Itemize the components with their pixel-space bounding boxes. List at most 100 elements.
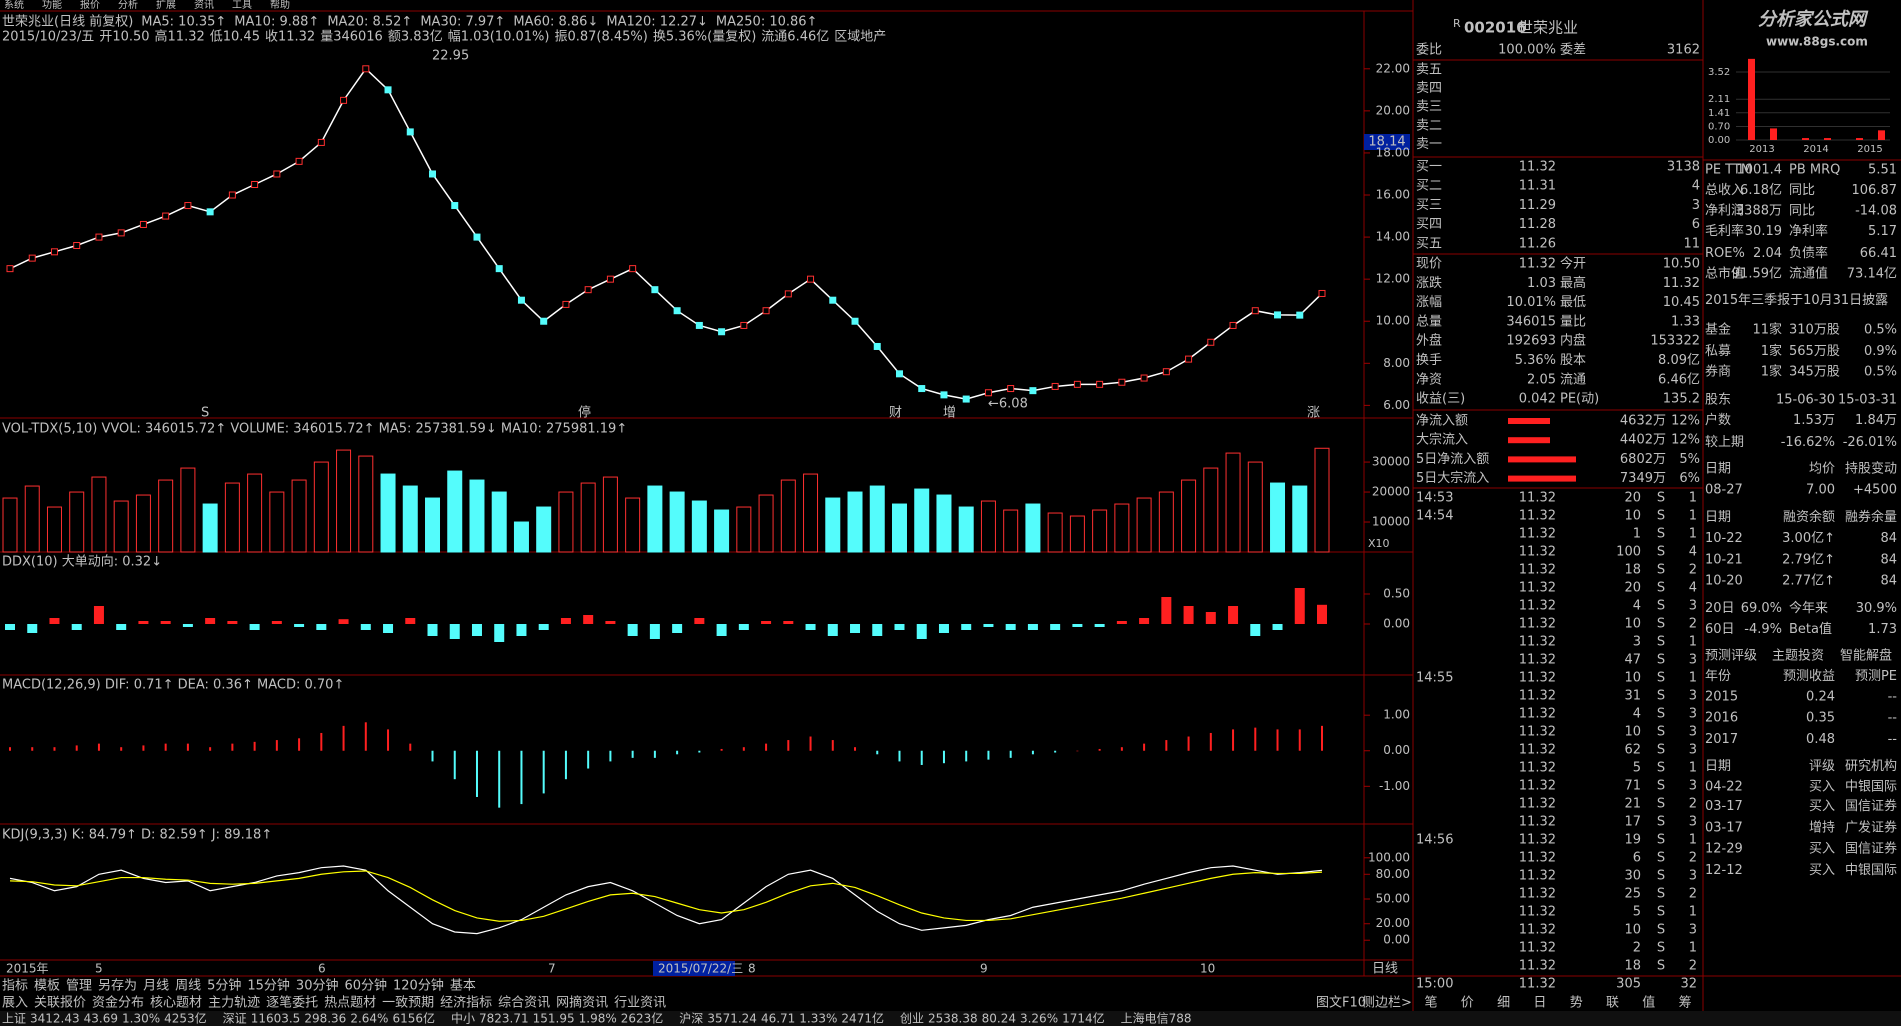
macd_chart-bar — [653, 750, 656, 758]
status-item: 沪深 — [679, 1012, 703, 1026]
ddx_chart-bar — [1050, 624, 1061, 630]
tab[interactable]: 核心题材 — [150, 996, 202, 1011]
info-tab[interactable]: 预测评级 — [1705, 648, 1757, 663]
y-tick-label: 16.00 — [1376, 188, 1410, 202]
label: 委差 — [1560, 43, 1586, 58]
value: 0.9% — [1864, 344, 1897, 359]
event-marker[interactable]: 财 — [889, 406, 902, 421]
value: 1家 — [1761, 343, 1782, 359]
bar-info: 高11.32 — [155, 29, 205, 45]
ddx_chart-bar — [850, 624, 861, 633]
ddx_chart-bar — [160, 621, 171, 624]
price-point — [340, 96, 348, 104]
side-tab[interactable]: 值 — [1642, 995, 1655, 1011]
trade-side: S — [1657, 797, 1665, 812]
info-tab[interactable]: 主题投资 — [1772, 647, 1824, 663]
tab[interactable]: 一致预期 — [382, 996, 434, 1011]
value: 11.29 — [1519, 198, 1556, 213]
trade-side: S — [1657, 905, 1665, 920]
macd_chart-bar — [364, 722, 367, 751]
label: 较上期 — [1705, 435, 1744, 450]
tab[interactable]: 管理 — [66, 979, 92, 994]
tab[interactable]: 侧边栏> — [1362, 996, 1412, 1011]
ddx_chart-bar — [1094, 624, 1105, 627]
tab[interactable]: 另存为 — [98, 979, 137, 994]
value: 融券余量 — [1845, 509, 1897, 525]
tab[interactable]: 指标 — [2, 979, 28, 994]
menu-item[interactable]: 分析 — [118, 0, 138, 11]
value: 1家 — [1761, 364, 1782, 380]
value: 66.41 — [1860, 246, 1897, 261]
value: 6% — [1679, 471, 1700, 486]
side-tab[interactable]: 价 — [1461, 996, 1474, 1011]
trade-volume: 10 — [1624, 671, 1641, 686]
tab[interactable]: 模板 — [34, 979, 60, 994]
event-marker[interactable]: 停 — [578, 405, 591, 421]
menu-item[interactable]: 功能 — [42, 0, 62, 11]
menu-item[interactable]: 帮助 — [270, 0, 290, 11]
ddx_chart-bar — [672, 624, 683, 633]
macd_chart-bar — [231, 743, 234, 751]
tab[interactable]: 综合资讯 — [498, 996, 550, 1011]
tab[interactable]: 15分钟 — [247, 978, 290, 994]
tab[interactable]: 图文F10 — [1316, 996, 1366, 1011]
price-point — [718, 328, 726, 336]
side-tab[interactable]: 联 — [1606, 996, 1619, 1011]
tab[interactable]: 行业资讯 — [614, 996, 666, 1011]
bar-info: 区域地产 — [834, 30, 886, 45]
menu-item[interactable]: 资讯 — [194, 0, 214, 11]
value: 0.5% — [1864, 322, 1897, 337]
side-tab[interactable]: 势 — [1570, 995, 1583, 1011]
price-point — [517, 296, 525, 304]
label: 买三 — [1416, 198, 1442, 213]
label: 同比 — [1789, 183, 1815, 198]
menu-item[interactable]: 报价 — [80, 0, 100, 11]
tab[interactable]: 关联报价 — [34, 996, 86, 1011]
tab[interactable]: 逐笔委托 — [266, 995, 318, 1011]
tab[interactable]: 网摘资讯 — [556, 995, 608, 1011]
event-marker[interactable]: 涨 — [1307, 406, 1320, 421]
tab[interactable]: 热点题材 — [324, 996, 376, 1011]
menu-item[interactable]: 扩展 — [156, 0, 176, 11]
side-tab[interactable]: 筹 — [1679, 995, 1692, 1011]
tab[interactable]: 基本 — [450, 979, 476, 994]
tab[interactable]: 60分钟 — [344, 978, 387, 994]
event-marker[interactable]: S — [201, 406, 209, 421]
tab[interactable]: 展入 — [2, 996, 28, 1011]
price-point — [95, 233, 103, 241]
volume-bar — [1114, 503, 1130, 553]
tab[interactable]: 经济指标 — [440, 996, 492, 1011]
tab[interactable]: 120分钟 — [393, 978, 444, 994]
event-marker[interactable]: 增 — [943, 406, 956, 421]
macd_chart-bar — [142, 745, 145, 751]
ddx_chart-bar — [983, 624, 994, 627]
value: 11家 — [1752, 321, 1782, 337]
value: 6 — [1692, 217, 1700, 232]
tab[interactable]: 5分钟 — [207, 978, 241, 994]
y-tick-label: 0.00 — [1708, 135, 1730, 146]
panel-title: VOL-TDX(5,10) VVOL: 346015.72↑ VOLUME: 3… — [2, 422, 627, 437]
tab[interactable]: 月线 — [143, 979, 169, 994]
side-tab[interactable]: 细 — [1497, 996, 1510, 1011]
status-item: 46.71 — [761, 1012, 795, 1026]
label: 03-17 — [1705, 799, 1743, 814]
label: 10-22 — [1705, 531, 1743, 546]
ddx_chart-bar — [1116, 621, 1127, 624]
volume-bar — [869, 485, 885, 553]
value: 30.9% — [1856, 601, 1897, 616]
volume-bar — [803, 473, 819, 553]
label: 涨跌 — [1416, 275, 1442, 291]
tab[interactable]: 30分钟 — [296, 978, 339, 994]
value: 均价 — [1809, 462, 1835, 477]
side-tab[interactable]: 笔 — [1424, 995, 1437, 1011]
price-point — [740, 321, 748, 329]
tab[interactable]: 资金分布 — [92, 995, 144, 1011]
value: 评级 — [1809, 759, 1835, 774]
info-tab[interactable]: 智能解盘 — [1840, 647, 1892, 663]
tab[interactable]: 周线 — [175, 979, 201, 994]
menu-item[interactable]: 工具 — [232, 0, 252, 11]
menu-item[interactable]: 系统 — [4, 0, 24, 11]
tab[interactable]: 主力轨迹 — [208, 996, 260, 1011]
volume-bar — [980, 500, 996, 553]
side-tab[interactable]: 日 — [1533, 996, 1546, 1011]
